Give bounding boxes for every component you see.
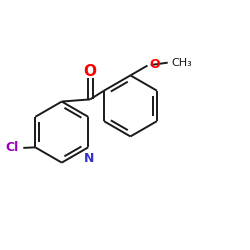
Text: O: O	[149, 58, 160, 71]
Text: CH₃: CH₃	[171, 58, 192, 68]
Text: Cl: Cl	[6, 142, 19, 154]
Text: O: O	[84, 64, 96, 79]
Text: N: N	[84, 152, 94, 165]
